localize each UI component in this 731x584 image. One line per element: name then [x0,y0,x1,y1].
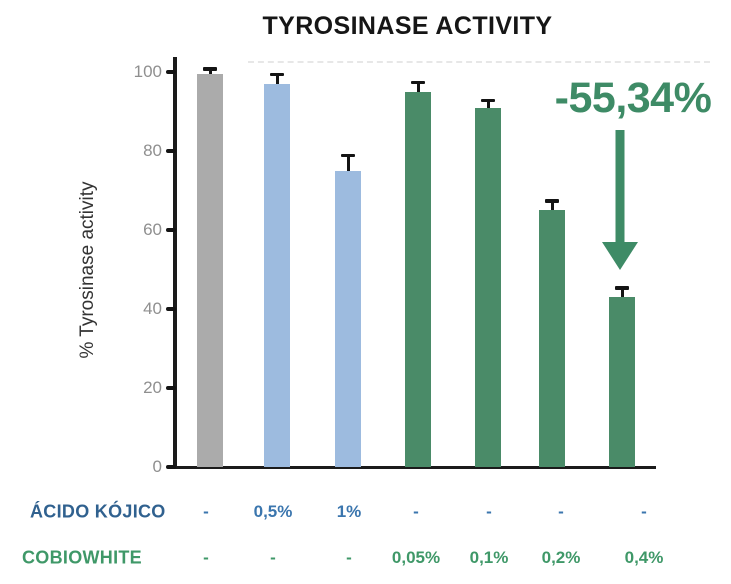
x-row-value: - [413,502,419,521]
y-tick-label: 40 [143,299,162,318]
bar [197,73,223,467]
error-bar [550,202,554,211]
y-tick-label: 80 [143,141,162,160]
y-tick-mark [166,385,176,391]
x-row-value: 0,2% [541,548,581,567]
error-bar [620,289,624,298]
error-bar-cap [615,286,629,290]
x-row-value: - [203,502,209,521]
x-axis-line [173,465,656,469]
error-bar-cap [481,98,495,103]
y-tick-label: 60 [143,220,162,239]
bar [335,170,361,467]
x-row-value: - [558,502,564,521]
error-bar [275,75,279,84]
bar [264,83,290,467]
y-tick-mark [166,306,176,312]
x-row-value: - [203,548,209,567]
x-row-header-acido-kojico: ÁCIDO KÓJICO [30,501,166,522]
error-bar-cap [341,153,355,158]
x-row-value: 0,4% [624,548,664,567]
y-tick-mark [166,464,176,470]
x-row-header-cobiowhite: COBIOWHITE [22,547,142,568]
x-row-value: - [270,548,276,567]
bar [475,107,501,467]
down-arrow-icon [602,130,638,270]
error-bar-cap [270,72,284,77]
x-row-value: 1% [336,502,362,521]
y-tick-label: 20 [143,378,162,397]
y-tick-label: 100 [133,62,162,81]
chart-title: TYROSINASE ACTIVITY [262,12,553,40]
top-gridline [248,61,710,63]
reduction-annotation: -55,34% [554,74,712,122]
error-bar-cap [411,80,425,85]
y-tick-label: 0 [152,457,162,476]
y-tick-mark [166,69,176,75]
x-row-value: 0,05% [391,548,441,567]
error-bar-cap [203,67,217,71]
y-axis-line [173,57,177,469]
error-bar [346,156,350,171]
error-bar [208,70,212,74]
error-bar [486,101,490,108]
error-bar [416,83,420,92]
bar [539,210,565,467]
y-tick-mark [166,227,176,233]
x-row-value: - [486,502,492,521]
x-row-value: - [641,502,647,521]
error-bar-cap [545,199,559,203]
bar [405,91,431,467]
x-row-value: - [346,548,352,567]
x-row-value: 0,5% [253,502,293,521]
y-tick-mark [166,148,176,154]
bar [609,297,635,467]
x-row-value: 0,1% [469,548,509,567]
